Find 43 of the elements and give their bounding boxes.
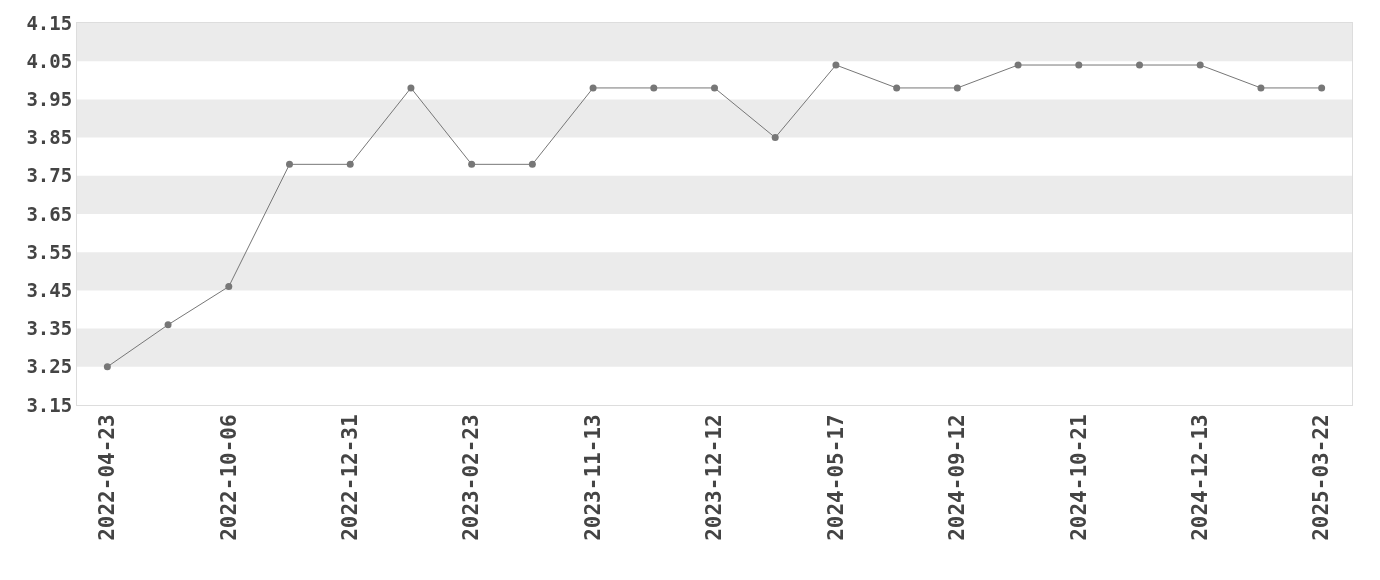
point — [1257, 84, 1265, 92]
x-tick-label: 2024-10-21 — [1066, 414, 1091, 541]
point — [893, 84, 901, 92]
y-tick-label: 4.05 — [26, 49, 73, 72]
point — [164, 321, 172, 329]
y-tick-label: 3.85 — [26, 126, 73, 149]
point — [650, 84, 658, 92]
x-tick-label: 2023-12-12 — [702, 414, 727, 541]
x-tick-label: 2022-12-31 — [338, 414, 363, 541]
y-tick-label: 4.15 — [26, 11, 73, 34]
x-tick-label: 2023-02-23 — [459, 414, 484, 541]
x-tick-label: 2022-10-06 — [216, 414, 241, 541]
point — [286, 160, 293, 168]
y-tick-label: 3.15 — [26, 393, 73, 416]
point — [1075, 61, 1083, 69]
y-tick-label: 3.25 — [26, 355, 73, 378]
point — [1014, 61, 1022, 69]
y-tick-label: 3.65 — [26, 202, 73, 225]
point — [953, 84, 961, 92]
y-tick-label: 3.95 — [26, 88, 73, 111]
point — [589, 84, 597, 92]
x-tick-label: 2025-03-22 — [1309, 414, 1334, 541]
x-tick-label: 2023-11-13 — [580, 414, 605, 541]
x-tick-label: 2024-12-13 — [1188, 414, 1213, 541]
point — [1318, 84, 1326, 92]
point — [1196, 61, 1204, 69]
x-tick-label: 2022-04-23 — [95, 414, 120, 541]
y-tick-label: 3.55 — [26, 240, 73, 263]
y-tick-label: 3.75 — [26, 164, 73, 187]
point — [468, 160, 476, 168]
point — [1136, 61, 1143, 69]
x-tick-label: 2024-09-12 — [945, 414, 970, 541]
y-tick-label: 3.35 — [26, 317, 73, 340]
point — [407, 84, 415, 92]
point — [832, 61, 840, 69]
point — [103, 363, 111, 371]
point — [225, 283, 233, 291]
x-tick-label: 2024-05-17 — [823, 414, 848, 541]
point — [771, 134, 779, 142]
point — [528, 160, 536, 168]
point — [711, 84, 718, 92]
y-tick-label: 3.45 — [26, 279, 73, 302]
point — [346, 160, 354, 168]
